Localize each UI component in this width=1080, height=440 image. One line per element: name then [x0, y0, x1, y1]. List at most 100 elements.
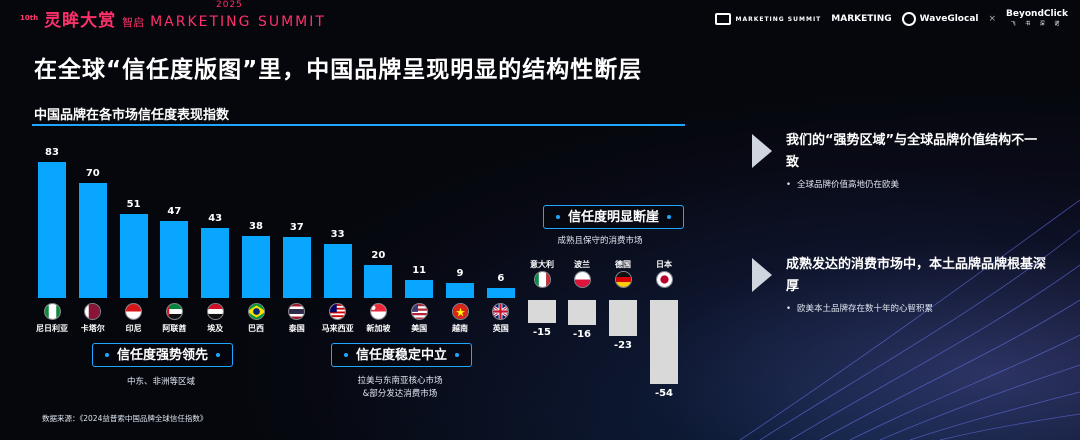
insight-2-heading: 成熟发达的消费市场中，本土品牌品牌根基深厚 — [786, 257, 1047, 294]
vietnam-flag-icon — [451, 303, 469, 320]
bar-value-label: -23 — [613, 339, 633, 351]
insight-1-bullet: 全球品牌价值高地仍在欧美 — [786, 178, 899, 190]
category-label: 意大利 — [530, 260, 554, 269]
bar-japan — [650, 300, 678, 384]
group-note-cliff: 成熟且保守的消费市场 — [557, 236, 643, 246]
bar-value-label: 37 — [289, 222, 304, 234]
group-label-cliff: 信任度明显断崖 — [568, 209, 660, 225]
bar-germany — [609, 300, 637, 336]
group-label-neutral: 信任度稳定中立 — [356, 347, 448, 363]
event-brand: 10th 灵眸大赏 智启 MARKETING SUMMIT — [20, 6, 326, 31]
decorative-light-streaks — [739, 199, 1080, 440]
group-note-neutral-line1: 拉美与东南亚核心市场 — [357, 376, 443, 386]
bar-value-label: 38 — [249, 220, 263, 232]
bar-value-label: -15 — [532, 327, 552, 339]
nigeria-flag-icon — [43, 303, 61, 320]
group-pill-neutral: 信任度稳定中立 — [331, 343, 473, 367]
pill-dot-icon — [105, 353, 109, 357]
event-name-en: MARKETING SUMMIT — [150, 14, 326, 30]
bar-value-label: -16 — [572, 328, 592, 340]
bar-value-label: 9 — [456, 268, 464, 280]
bar-usa — [405, 279, 434, 298]
header: 10th 灵眸大赏 智启 MARKETING SUMMIT 2025 MARKE… — [0, 0, 1080, 34]
malaysia-flag-icon — [329, 303, 347, 320]
singapore-flag-icon — [369, 303, 387, 320]
category-label: 日本 — [656, 260, 672, 269]
marketing-summit-text: MARKETING SUMMIT — [735, 15, 822, 23]
uae-flag-icon — [165, 303, 183, 320]
pill-dot-icon — [556, 215, 560, 219]
bar-value-label: 51 — [126, 199, 141, 211]
group-label-strong: 信任度强势领先 — [117, 347, 209, 363]
brazil-flag-icon — [247, 303, 265, 320]
edition-label: 10th — [20, 14, 39, 22]
waveglocal-logo: WaveGlocal — [901, 12, 979, 26]
poland-flag-icon — [573, 271, 591, 288]
category-label: 马来西亚 — [321, 324, 354, 333]
uk-flag-icon — [492, 303, 510, 320]
bar-value-label: 6 — [497, 273, 505, 285]
insight-1-heading: 我们的“强势区域”与全球品牌价值结构不一致 — [786, 133, 1038, 170]
pill-dot-icon — [667, 215, 672, 219]
usa-flag-icon — [410, 303, 428, 320]
arrow-right-icon — [752, 134, 772, 168]
pill-dot-icon — [216, 353, 221, 357]
beyondclick-logo: BeyondClick 飞 书 深 诺 — [1006, 9, 1068, 29]
beyondclick-sub: 飞 书 深 诺 — [1010, 21, 1064, 27]
waveglocal-text: WaveGlocal — [919, 14, 979, 24]
bar-uk — [486, 288, 515, 298]
bar-value-label: 70 — [85, 168, 100, 180]
event-year: 2025 — [216, 0, 243, 10]
logo-separator: × — [988, 14, 997, 24]
group-pill-cliff: 信任度明显断崖 — [543, 205, 685, 229]
bar-value-label: 83 — [45, 147, 59, 158]
group-note-strong: 中东、非洲等区域 — [126, 377, 195, 387]
indonesia-flag-icon — [125, 303, 143, 320]
bar-italy — [528, 300, 556, 324]
category-label: 尼日利亚 — [36, 324, 68, 333]
bar-thailand — [282, 237, 311, 298]
category-label: 越南 — [452, 324, 468, 333]
bar-nigeria — [38, 162, 66, 298]
arrow-right-icon — [752, 258, 772, 292]
pill-dot-icon — [344, 353, 348, 357]
japan-flag-icon — [655, 271, 673, 288]
marketing-logo: MARKETING — [831, 14, 892, 24]
bar-malaysia — [323, 243, 352, 298]
marketing-summit-icon — [715, 13, 732, 25]
category-label: 埃及 — [207, 324, 224, 333]
bar-indonesia — [119, 214, 148, 298]
bar-qatar — [78, 183, 107, 298]
category-label: 阿联酋 — [162, 324, 187, 333]
data-source: 数据来源：《2024益普索中国品牌全球信任指数》 — [42, 414, 208, 423]
group-note-neutral-line2: &部分发达消费市场 — [362, 389, 438, 399]
bar-brazil — [242, 235, 270, 298]
category-label: 新加坡 — [366, 324, 391, 333]
page-title: 在全球“信任度版图”里，中国品牌呈现明显的结构性断层 — [34, 57, 643, 83]
egypt-flag-icon — [206, 303, 224, 320]
category-label: 英国 — [492, 324, 509, 333]
qatar-flag-icon — [84, 303, 102, 320]
bar-poland — [568, 300, 596, 325]
bar-value-label: 33 — [330, 228, 345, 240]
category-label: 卡塔尔 — [80, 324, 105, 333]
waveglocal-icon — [901, 12, 916, 26]
bar-value-label: 11 — [412, 264, 427, 276]
category-label: 巴西 — [248, 324, 264, 333]
bar-value-label: 47 — [167, 205, 182, 217]
beyondclick-text: BeyondClick — [1006, 9, 1068, 19]
germany-flag-icon — [614, 271, 632, 288]
italy-flag-icon — [533, 271, 551, 288]
partner-logos: MARKETING SUMMIT MARKETING WaveGlocal × … — [715, 9, 1068, 29]
event-name-cn: 灵眸大赏 — [44, 11, 117, 31]
category-label: 德国 — [615, 260, 631, 269]
group-pill-strong: 信任度强势领先 — [92, 343, 234, 367]
insight-2: 成熟发达的消费市场中，本土品牌品牌根基深厚 欧美本土品牌存在数十年的心智积累 — [752, 254, 1052, 324]
category-label: 印尼 — [125, 324, 142, 333]
category-label: 波兰 — [574, 260, 590, 269]
trust-index-bar-chart: 83 尼日利亚 70 卡塔尔 51 印尼 47 阿联酋 43 埃及 38 巴西 37 泰国 33 马来西亚 20… — [36, 147, 678, 399]
marketing-summit-logo: MARKETING SUMMIT — [715, 13, 821, 25]
category-label: 泰国 — [288, 324, 305, 333]
group-note-neutral: 拉美与东南亚核心市场 &部分发达消费市场 — [325, 375, 475, 401]
event-sub: 智启 — [122, 16, 145, 29]
